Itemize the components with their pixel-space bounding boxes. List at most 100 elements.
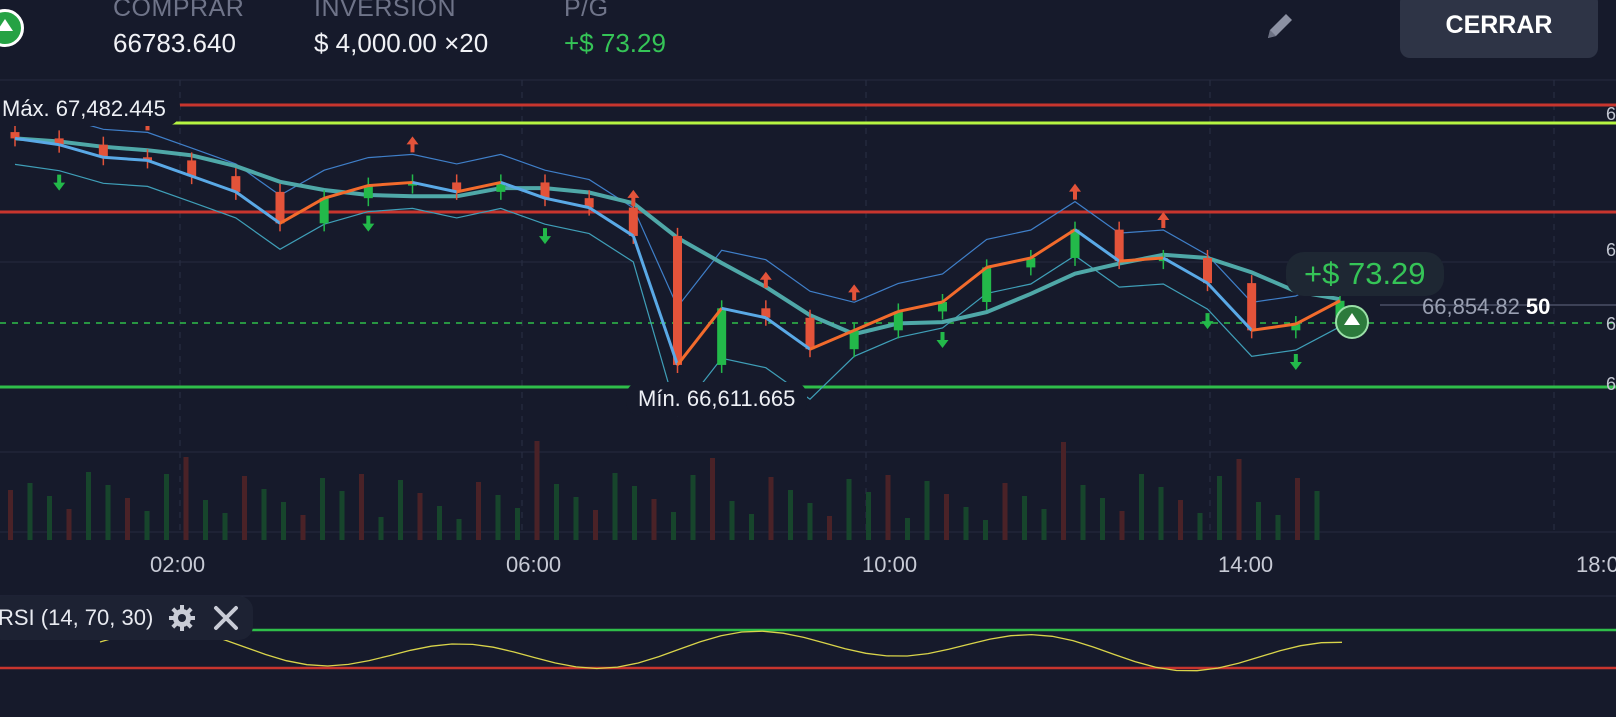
volume-bar bbox=[1100, 498, 1105, 540]
volume-bar bbox=[1080, 485, 1086, 540]
price-line-segment bbox=[676, 307, 723, 366]
candle-body bbox=[893, 311, 903, 331]
price-line-segment bbox=[941, 266, 988, 304]
x-axis-label: 02:00 bbox=[150, 552, 206, 577]
price-line-segment bbox=[191, 174, 237, 194]
volume-bar bbox=[593, 510, 598, 540]
x-axis-label: 14:00 bbox=[1218, 552, 1274, 577]
buy-signal-arrow bbox=[539, 228, 551, 245]
price-line-segment bbox=[1295, 299, 1341, 326]
candle-body bbox=[761, 308, 771, 318]
volume-bar bbox=[417, 493, 423, 540]
sell-signal-arrow bbox=[627, 189, 640, 206]
current-price-readout: 66,854.82 50 bbox=[1422, 294, 1550, 320]
candle-body bbox=[1203, 257, 1212, 284]
buy-price: 66783.640 bbox=[113, 28, 236, 58]
volume-bar bbox=[437, 506, 442, 540]
price-line-segment bbox=[456, 180, 502, 194]
volume-bar bbox=[573, 497, 579, 540]
candle-body bbox=[408, 182, 417, 186]
candle-body bbox=[982, 267, 992, 303]
price-line-segment bbox=[1206, 282, 1253, 332]
candle-body bbox=[10, 132, 20, 139]
volume-bar bbox=[885, 475, 891, 540]
price-line-segment bbox=[58, 143, 104, 159]
candle-body bbox=[496, 182, 506, 192]
price-line-segment bbox=[809, 328, 855, 351]
max-price-label: Máx. 67,482.445 bbox=[0, 92, 180, 126]
volume-bar bbox=[827, 516, 832, 540]
price-line-segment bbox=[898, 300, 943, 313]
volume-bar bbox=[281, 502, 286, 540]
price-line-segment bbox=[279, 196, 325, 225]
volume-bar bbox=[66, 509, 72, 540]
x-axis-label: 18:00 bbox=[1576, 552, 1616, 577]
y-axis-tick: 6 bbox=[1606, 314, 1616, 334]
price-line-segment bbox=[500, 181, 546, 200]
candle-body bbox=[275, 191, 285, 224]
pnl-label: P/G bbox=[564, 0, 609, 22]
volume-bar bbox=[1119, 511, 1125, 540]
price-line-segment bbox=[986, 256, 1032, 269]
candle-body bbox=[1114, 229, 1124, 262]
volume-bar bbox=[1178, 500, 1183, 540]
price-line-segment bbox=[853, 310, 899, 332]
gear-icon[interactable] bbox=[167, 603, 197, 633]
volume-bar bbox=[144, 511, 150, 540]
volume-bar bbox=[378, 517, 384, 540]
buy-label: COMPRAR bbox=[113, 0, 245, 22]
volume-bar bbox=[768, 477, 774, 540]
close-icon[interactable] bbox=[211, 603, 241, 633]
volume-bar bbox=[476, 482, 481, 540]
volume-bar bbox=[86, 472, 91, 540]
volume-bar bbox=[944, 494, 949, 540]
volume-bar bbox=[1217, 476, 1222, 540]
rsi-label: RSI (14, 70, 30) bbox=[0, 605, 154, 630]
buy-signal-arrow bbox=[1201, 313, 1214, 330]
volume-bar bbox=[320, 478, 325, 540]
volume-bar bbox=[1197, 513, 1203, 540]
volume-bar bbox=[1139, 474, 1144, 540]
pnl-value: +$ 73.29 bbox=[564, 28, 666, 58]
candle-body bbox=[540, 182, 550, 199]
y-axis-tick: 6 bbox=[1606, 374, 1616, 394]
candle-body bbox=[1070, 229, 1080, 258]
volume-bar bbox=[1022, 496, 1027, 540]
volume-bar bbox=[456, 519, 462, 540]
volume-bar bbox=[1158, 487, 1164, 540]
volume-bar bbox=[359, 474, 364, 540]
pencil-icon[interactable] bbox=[1262, 8, 1298, 46]
price-line-segment bbox=[544, 196, 590, 210]
buy-signal-arrow bbox=[936, 332, 949, 349]
candle-body bbox=[54, 138, 64, 145]
sell-signal-arrow bbox=[406, 136, 419, 153]
volume-bar bbox=[905, 518, 910, 540]
sell-signal-arrow bbox=[1069, 183, 1081, 200]
price-line-segment bbox=[234, 190, 281, 225]
close-trade-button[interactable]: CERRAR bbox=[1400, 0, 1598, 58]
candle-body bbox=[849, 330, 859, 350]
y-axis-tick: 6 bbox=[1606, 104, 1616, 124]
investment-value: $ 4,000.00 ×20 bbox=[314, 28, 489, 58]
up-arrow-icon bbox=[1344, 313, 1360, 325]
volume-bar bbox=[183, 457, 189, 540]
current-price: 66,854.82 bbox=[1422, 294, 1520, 319]
candle-body bbox=[584, 198, 594, 208]
volume-bar bbox=[203, 500, 208, 540]
volume-bar bbox=[846, 479, 852, 540]
buy-signal-arrow bbox=[53, 174, 66, 191]
pnl-badge: +$ 73.29 bbox=[1286, 252, 1444, 296]
rsi-indicator-header: RSI (14, 70, 30) bbox=[0, 596, 254, 640]
price-line-segment bbox=[1074, 228, 1121, 263]
volume-bar bbox=[105, 485, 111, 540]
volume-bar bbox=[495, 495, 501, 540]
candle-body bbox=[628, 207, 638, 236]
volume-bar bbox=[164, 474, 169, 540]
price-line-segment bbox=[1030, 228, 1076, 260]
candle-body bbox=[143, 157, 152, 161]
price-line-segment bbox=[368, 180, 413, 188]
price-line-segment bbox=[764, 316, 811, 351]
volume-bar bbox=[729, 501, 735, 540]
x-axis-label: 10:00 bbox=[862, 552, 918, 577]
volume-bar bbox=[807, 503, 813, 540]
